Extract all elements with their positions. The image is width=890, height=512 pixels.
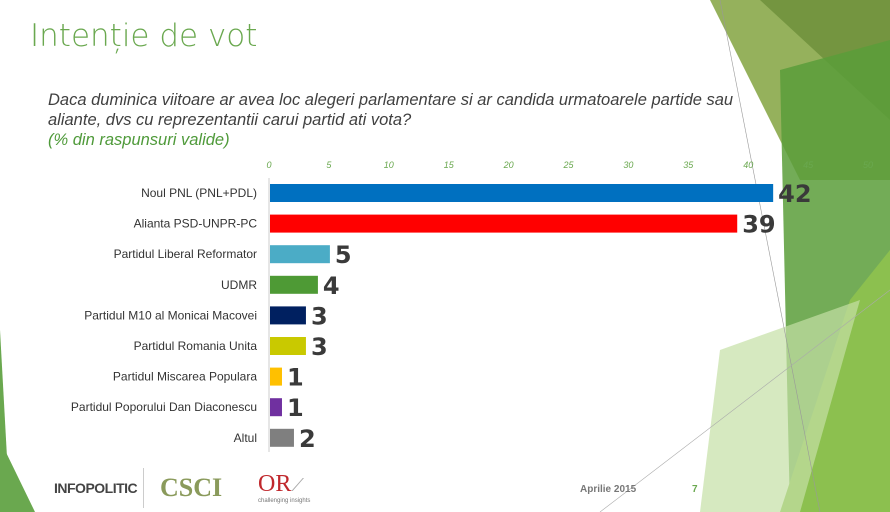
bar	[270, 428, 294, 447]
bar	[270, 398, 282, 417]
category-label: Noul PNL (PNL+PDL)	[141, 186, 257, 200]
category-label: Alianta PSD-UNPR-PC	[134, 217, 258, 231]
page-number: 7	[692, 484, 698, 495]
x-tick-label: 45	[803, 160, 814, 170]
data-label: 39	[742, 211, 775, 239]
data-label: 1	[287, 394, 304, 422]
x-tick-label: 20	[503, 160, 514, 170]
data-label: 42	[778, 180, 811, 208]
category-label: Partidul Romania Unita	[134, 339, 258, 353]
category-label: Partidul Poporului Dan Diaconescu	[71, 400, 257, 414]
bar	[270, 367, 282, 386]
bar	[270, 306, 306, 325]
question-text: Daca duminica viitoare ar avea loc alege…	[48, 90, 748, 150]
bar	[270, 245, 330, 264]
data-label: 2	[299, 425, 316, 453]
x-tick-label: 5	[326, 160, 332, 170]
bar	[270, 184, 774, 202]
bar	[270, 214, 738, 233]
category-label: Partidul M10 al Monicai Macovei	[84, 308, 257, 322]
category-label: Partidul Miscarea Populara	[113, 370, 257, 384]
bar	[270, 275, 318, 294]
question: Daca duminica viitoare ar avea loc alege…	[48, 91, 734, 129]
logo-tagline: challenging insights	[258, 498, 311, 504]
x-tick-label: 15	[444, 160, 455, 170]
category-label: Altul	[234, 431, 257, 445]
data-label: 5	[335, 241, 352, 269]
x-tick-label: 25	[562, 160, 574, 170]
bar	[270, 337, 306, 355]
logo-infopolitic: INFOPOLITIC	[54, 480, 138, 496]
x-tick-label: 40	[743, 160, 753, 170]
data-label: 1	[287, 364, 304, 392]
x-tick-label: 30	[623, 160, 633, 170]
note: (% din raspunsuri valide)	[48, 131, 230, 149]
data-label: 3	[311, 333, 328, 361]
logo-csci: CSCI	[160, 473, 223, 502]
x-tick-label: 35	[683, 160, 694, 170]
x-tick-label: 50	[863, 160, 873, 170]
footer-date: Aprilie 2015	[580, 484, 637, 495]
logo-or: OR⟋	[258, 471, 304, 497]
slide-title: Intenție de vot	[30, 18, 258, 54]
data-label: 3	[311, 302, 328, 330]
x-tick-label: 10	[384, 160, 394, 170]
x-tick-label: 0	[266, 160, 271, 170]
logo-divider	[143, 468, 144, 508]
category-label: Partidul Liberal Reformator	[114, 247, 257, 261]
data-label: 4	[323, 272, 340, 300]
category-label: UDMR	[221, 278, 257, 292]
